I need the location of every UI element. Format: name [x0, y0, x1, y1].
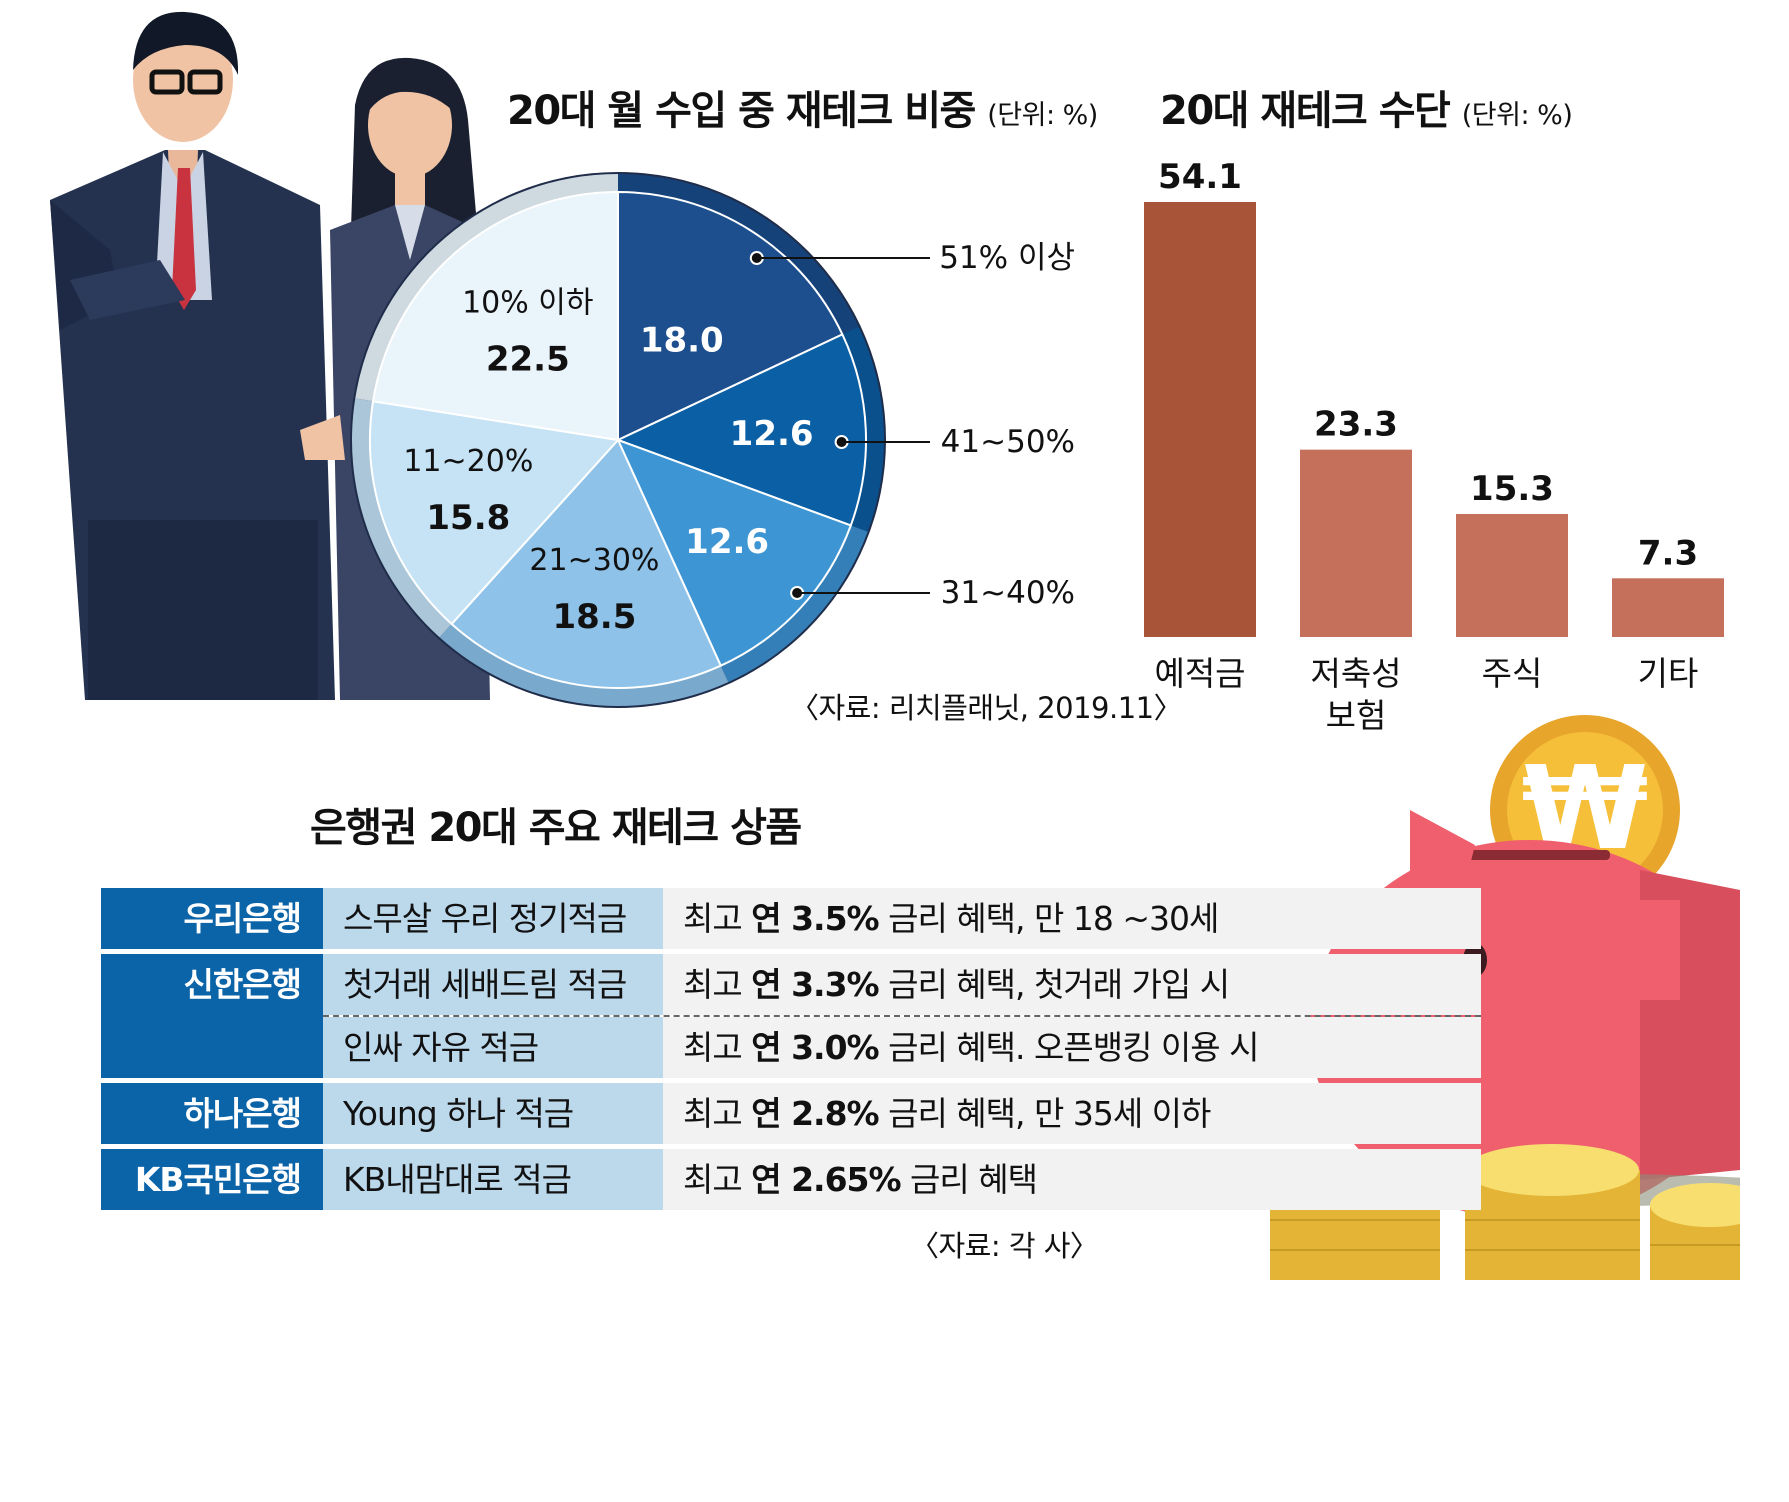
bar-category-label: 주식	[1482, 654, 1543, 693]
table-source-note: 〈자료: 각 사〉	[910, 1229, 1099, 1263]
bar-title-text: 20대 재테크 수단	[1160, 88, 1451, 134]
product-benefit: 최고 연 2.8% 금리 혜택, 만 35세 이하	[663, 1083, 1481, 1144]
table-row: 신한은행 첫거래 세배드림 적금 최고 연 3.3% 금리 혜택, 첫거래 가입 시…	[101, 954, 1481, 1078]
bar-value-label: 23.3	[1314, 405, 1398, 445]
pie-category-label: 41~50%	[941, 424, 1075, 460]
bank-products-table: 우리은행 스무살 우리 정기적금 최고 연 3.5% 금리 혜택, 만 18 ~30…	[101, 888, 1481, 1215]
product-row: 인싸 자유 적금 최고 연 3.0% 금리 혜택. 오픈뱅킹 이용 시	[323, 1015, 1481, 1078]
bank-name: 우리은행	[101, 888, 323, 949]
product-name: KB내맘대로 적금	[323, 1149, 663, 1210]
pie-slice	[450, 438, 723, 689]
bank-name: KB국민은행	[101, 1149, 323, 1210]
bar	[1456, 513, 1568, 637]
product-benefit: 최고 연 3.0% 금리 혜택. 오픈뱅킹 이용 시	[663, 1017, 1481, 1078]
product-benefit: 최고 연 3.5% 금리 혜택, 만 18 ~30세	[663, 888, 1481, 949]
bar-value-label: 15.3	[1470, 469, 1554, 509]
pie-value-label: 22.5	[486, 339, 570, 379]
table-row: KB국민은행 KB내맘대로 적금 최고 연 2.65% 금리 혜택	[101, 1149, 1481, 1210]
pie-slice	[371, 190, 619, 442]
bar-category-label: 보험	[1326, 696, 1387, 735]
pie-unit-label: (단위: %)	[987, 100, 1098, 131]
pie-source-note: 〈자료: 리치플래닛, 2019.11〉	[790, 691, 1183, 725]
pie-category-label: 51% 이상	[939, 240, 1075, 276]
pie-value-label: 12.6	[730, 414, 814, 454]
pie-chart-title: 20대 월 수입 중 재테크 비중 (단위: %)	[507, 78, 1098, 136]
product-name: 스무살 우리 정기적금	[323, 888, 663, 949]
product-name: 인싸 자유 적금	[323, 1017, 663, 1078]
pie-slice	[616, 438, 853, 668]
product-benefit: 최고 연 3.3% 금리 혜택, 첫거래 가입 시	[663, 954, 1481, 1015]
bar-category-label: 기타	[1638, 654, 1699, 693]
bar-unit-label: (단위: %)	[1461, 100, 1573, 131]
pie-value-label: 12.6	[685, 522, 769, 562]
pie-chart: 18.0 51% 이상 12.6 41~50% 12.6 31~40% 21~30% 18.5…	[350, 172, 1075, 708]
pie-category-label: 21~30%	[529, 543, 659, 578]
table-row: 하나은행 Young 하나 적금 최고 연 2.8% 금리 혜택, 만 35세 이하	[101, 1083, 1481, 1144]
bar	[1612, 578, 1724, 637]
bar-value-label: 7.3	[1638, 533, 1698, 573]
bar-category-label: 예적금	[1154, 654, 1245, 693]
pie-category-label: 11~20%	[403, 444, 533, 479]
product-name: 첫거래 세배드림 적금	[323, 954, 663, 1015]
pie-value-label: 18.0	[640, 320, 724, 360]
product-row: 첫거래 세배드림 적금 최고 연 3.3% 금리 혜택, 첫거래 가입 시	[323, 954, 1481, 1015]
product-row: Young 하나 적금 최고 연 2.8% 금리 혜택, 만 35세 이하	[323, 1083, 1481, 1144]
bank-name: 하나은행	[101, 1083, 323, 1144]
bar	[1300, 449, 1412, 637]
pie-value-label: 18.5	[552, 597, 636, 637]
bar-value-label: 54.1	[1158, 157, 1242, 197]
bank-name: 신한은행	[101, 954, 323, 1078]
bar-chart-title: 20대 재테크 수단 (단위: %)	[1160, 78, 1573, 136]
bar	[1144, 202, 1256, 637]
pie-slice	[369, 400, 620, 626]
pie-category-label: 10% 이하	[462, 285, 593, 320]
product-name: Young 하나 적금	[323, 1083, 663, 1144]
product-row: KB내맘대로 적금 최고 연 2.65% 금리 혜택	[323, 1149, 1481, 1210]
pie-slice	[617, 190, 844, 442]
product-row: 스무살 우리 정기적금 최고 연 3.5% 금리 혜택, 만 18 ~30세	[323, 888, 1481, 949]
pie-slice	[615, 333, 867, 527]
product-benefit: 최고 연 2.65% 금리 혜택	[663, 1149, 1481, 1210]
pie-category-label: 31~40%	[941, 575, 1075, 611]
pie-title-text: 20대 월 수입 중 재테크 비중	[507, 88, 976, 134]
bar-category-label: 저축성	[1310, 654, 1401, 693]
table-title: 은행권 20대 주요 재테크 상품	[310, 805, 802, 851]
table-row: 우리은행 스무살 우리 정기적금 최고 연 3.5% 금리 혜택, 만 18 ~30…	[101, 888, 1481, 949]
pie-value-label: 15.8	[426, 498, 510, 538]
